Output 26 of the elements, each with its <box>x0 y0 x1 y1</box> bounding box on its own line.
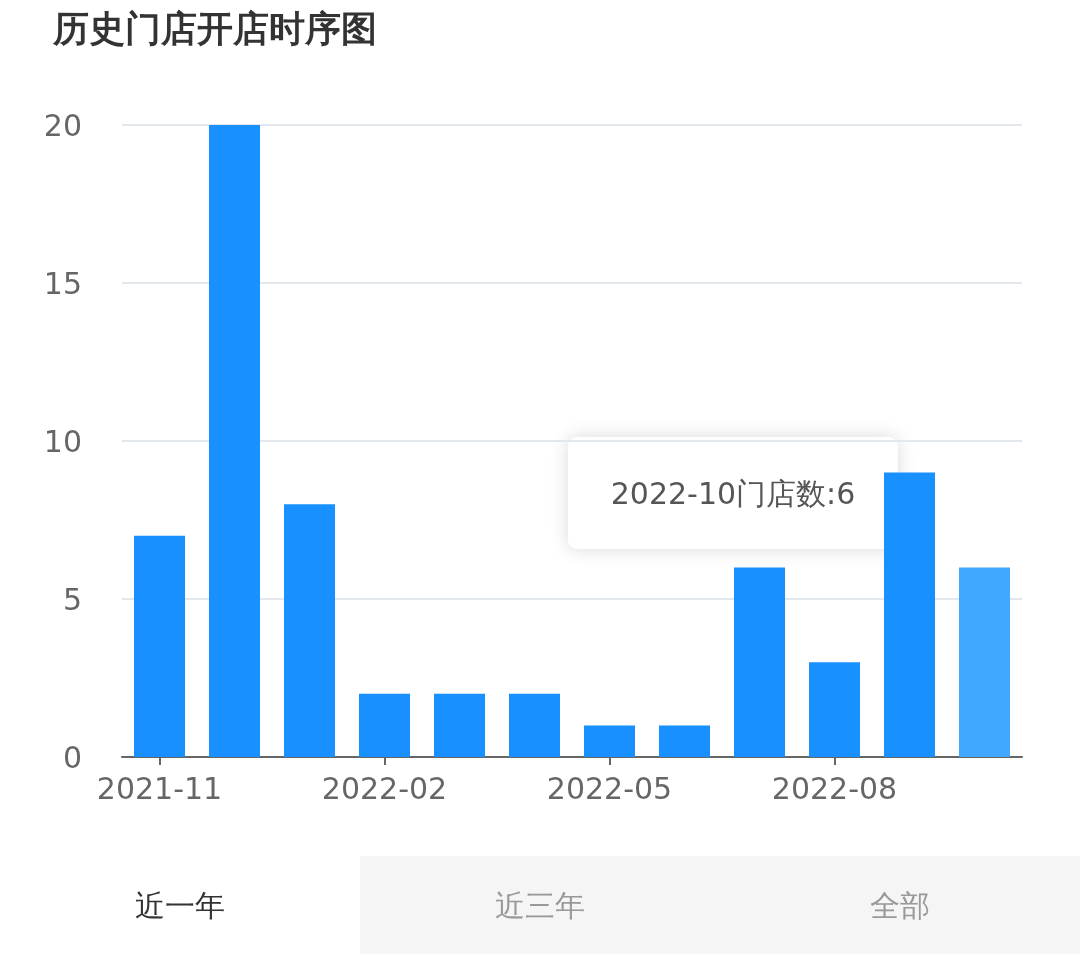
text: 全部 <box>870 887 930 923</box>
bar <box>509 693 560 757</box>
x-tick-label: 2022-02 <box>321 770 448 806</box>
bar <box>959 567 1010 757</box>
bar <box>734 567 785 757</box>
annotation: 2022-10门店数:6 <box>610 475 856 511</box>
y-tick-label: 5 <box>62 581 82 617</box>
bar <box>659 725 710 757</box>
bar <box>359 693 410 757</box>
y-tick-label: 20 <box>43 107 82 143</box>
text: 近三年 <box>495 887 585 923</box>
text: 近一年 <box>135 887 225 923</box>
bar <box>884 472 935 757</box>
y-tick-label: 10 <box>43 423 82 459</box>
bar <box>209 125 260 757</box>
x-tick-label: 2021-11 <box>96 770 223 806</box>
bar <box>809 662 860 757</box>
y-tick-label: 0 <box>62 739 82 775</box>
chart-title: 历史门店开店时序图 <box>52 7 377 49</box>
y-tick-label: 15 <box>43 265 82 301</box>
bar <box>284 504 335 757</box>
bar <box>584 725 635 757</box>
bar <box>134 535 185 757</box>
x-tick-label: 2022-08 <box>771 770 898 806</box>
x-tick-label: 2022-05 <box>546 770 673 806</box>
bar <box>434 693 485 757</box>
